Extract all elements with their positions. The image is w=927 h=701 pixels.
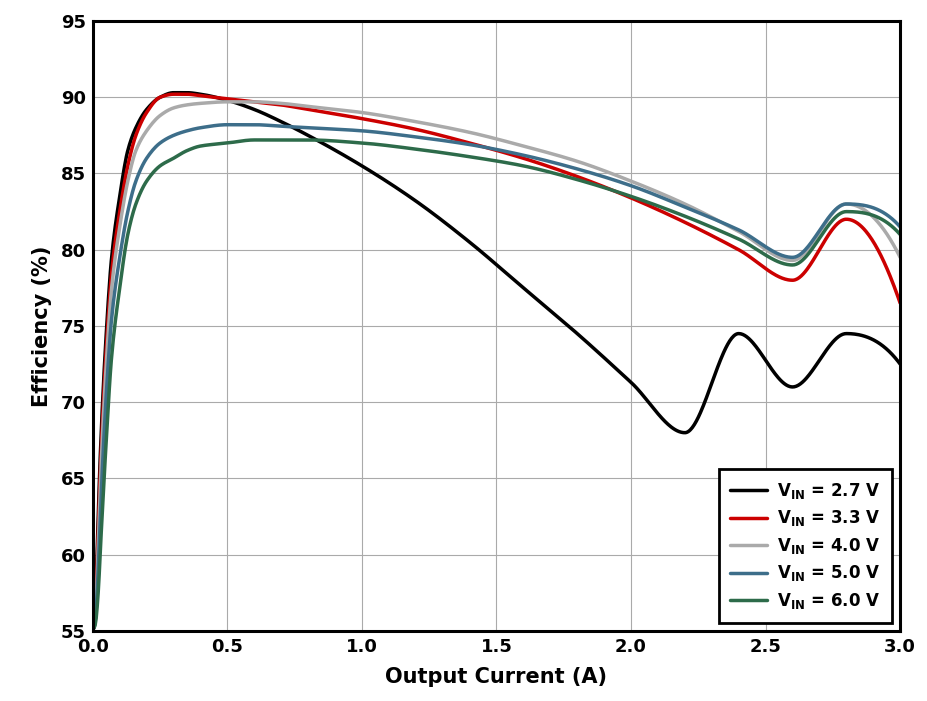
$\mathdefault{V_{IN}}$ = 6.0 V <box>603 185 614 193</box>
$\mathdefault{V_{IN}}$ = 4.0 V <box>557 153 568 161</box>
$\mathdefault{V_{IN}}$ = 5.0 V <box>222 121 234 129</box>
Legend: $\mathdefault{V_{IN}}$ = 2.7 V, $\mathdefault{V_{IN}}$ = 3.3 V, $\mathdefault{V_: $\mathdefault{V_{IN}}$ = 2.7 V, $\mathde… <box>717 469 891 622</box>
$\mathdefault{V_{IN}}$ = 5.0 V <box>782 253 794 261</box>
$\mathdefault{V_{IN}}$ = 4.0 V <box>88 624 99 632</box>
$\mathdefault{V_{IN}}$ = 3.3 V <box>894 299 905 307</box>
Line: $\mathdefault{V_{IN}}$ = 4.0 V: $\mathdefault{V_{IN}}$ = 4.0 V <box>94 102 899 628</box>
Line: $\mathdefault{V_{IN}}$ = 3.3 V: $\mathdefault{V_{IN}}$ = 3.3 V <box>94 94 899 628</box>
$\mathdefault{V_{IN}}$ = 6.0 V <box>88 624 99 632</box>
$\mathdefault{V_{IN}}$ = 2.7 V <box>168 88 179 97</box>
$\mathdefault{V_{IN}}$ = 5.0 V <box>138 159 149 168</box>
$\mathdefault{V_{IN}}$ = 5.0 V <box>88 624 99 632</box>
$\mathdefault{V_{IN}}$ = 2.7 V <box>138 109 149 118</box>
$\mathdefault{V_{IN}}$ = 3.3 V <box>557 168 568 176</box>
$\mathdefault{V_{IN}}$ = 4.0 V <box>782 256 794 264</box>
Line: $\mathdefault{V_{IN}}$ = 2.7 V: $\mathdefault{V_{IN}}$ = 2.7 V <box>94 93 899 626</box>
$\mathdefault{V_{IN}}$ = 6.0 V <box>578 177 590 186</box>
$\mathdefault{V_{IN}}$ = 5.0 V <box>894 223 905 231</box>
$\mathdefault{V_{IN}}$ = 4.0 V <box>700 210 711 219</box>
Line: $\mathdefault{V_{IN}}$ = 6.0 V: $\mathdefault{V_{IN}}$ = 6.0 V <box>94 140 899 628</box>
$\mathdefault{V_{IN}}$ = 5.0 V <box>603 174 614 182</box>
$\mathdefault{V_{IN}}$ = 2.7 V <box>88 622 99 630</box>
$\mathdefault{V_{IN}}$ = 4.0 V <box>138 131 149 139</box>
X-axis label: Output Current (A): Output Current (A) <box>385 667 607 687</box>
$\mathdefault{V_{IN}}$ = 3.3 V <box>138 114 149 122</box>
$\mathdefault{V_{IN}}$ = 5.0 V <box>557 161 568 169</box>
$\mathdefault{V_{IN}}$ = 6.0 V <box>138 182 149 191</box>
$\mathdefault{V_{IN}}$ = 5.0 V <box>578 167 590 175</box>
$\mathdefault{V_{IN}}$ = 6.0 V <box>782 261 794 269</box>
$\mathdefault{V_{IN}}$ = 3.3 V <box>88 624 99 632</box>
$\mathdefault{V_{IN}}$ = 6.0 V <box>248 136 260 144</box>
$\mathdefault{V_{IN}}$ = 4.0 V <box>603 168 614 177</box>
$\mathdefault{V_{IN}}$ = 5.0 V <box>700 212 711 220</box>
$\mathdefault{V_{IN}}$ = 2.7 V <box>700 393 711 402</box>
$\mathdefault{V_{IN}}$ = 6.0 V <box>557 172 568 180</box>
Y-axis label: Efficiency (%): Efficiency (%) <box>32 245 52 407</box>
Line: $\mathdefault{V_{IN}}$ = 5.0 V: $\mathdefault{V_{IN}}$ = 5.0 V <box>94 125 899 628</box>
$\mathdefault{V_{IN}}$ = 6.0 V <box>894 230 905 238</box>
$\mathdefault{V_{IN}}$ = 3.3 V <box>782 275 794 284</box>
$\mathdefault{V_{IN}}$ = 2.7 V <box>894 360 905 368</box>
$\mathdefault{V_{IN}}$ = 2.7 V <box>557 318 568 326</box>
$\mathdefault{V_{IN}}$ = 2.7 V <box>603 358 614 366</box>
$\mathdefault{V_{IN}}$ = 4.0 V <box>894 253 905 261</box>
$\mathdefault{V_{IN}}$ = 2.7 V <box>578 336 590 344</box>
$\mathdefault{V_{IN}}$ = 3.3 V <box>168 90 179 98</box>
$\mathdefault{V_{IN}}$ = 6.0 V <box>700 221 711 229</box>
$\mathdefault{V_{IN}}$ = 2.7 V <box>782 382 794 390</box>
$\mathdefault{V_{IN}}$ = 3.3 V <box>603 184 614 193</box>
$\mathdefault{V_{IN}}$ = 4.0 V <box>578 159 590 168</box>
$\mathdefault{V_{IN}}$ = 3.3 V <box>578 175 590 184</box>
$\mathdefault{V_{IN}}$ = 3.3 V <box>700 229 711 237</box>
$\mathdefault{V_{IN}}$ = 4.0 V <box>222 97 234 106</box>
